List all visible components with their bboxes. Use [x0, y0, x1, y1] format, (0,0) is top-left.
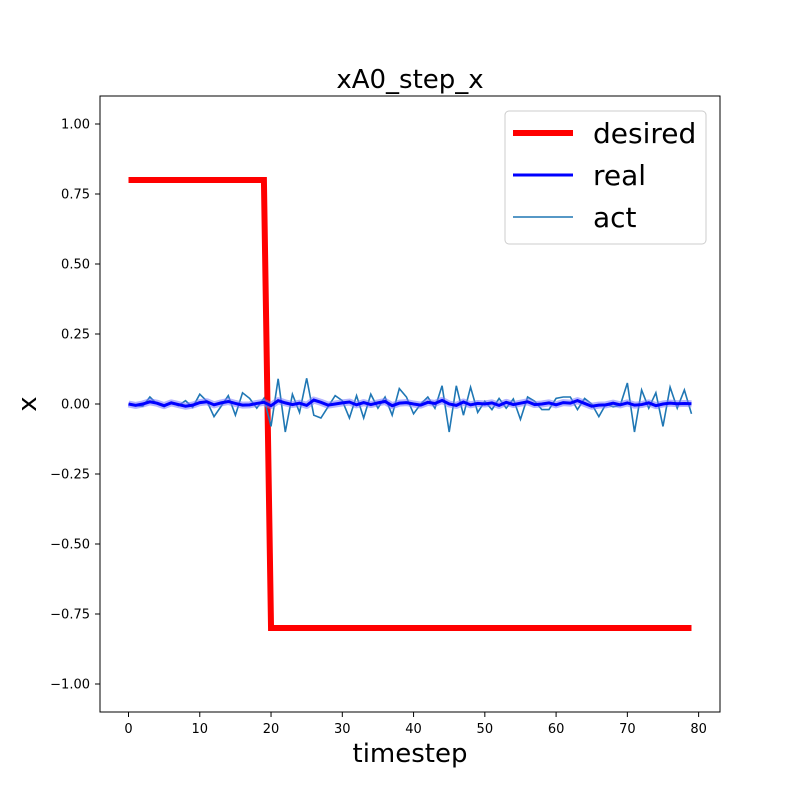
series-layer — [127, 177, 693, 631]
x-tick-label: 20 — [263, 722, 280, 737]
y-tick-label: 0.00 — [61, 398, 90, 413]
y-tick-label: 0.25 — [61, 328, 90, 343]
x-tick-label: 50 — [477, 722, 494, 737]
x-tick-label: 40 — [405, 722, 422, 737]
x-tick-label: 80 — [690, 722, 707, 737]
y-tick-label: 0.75 — [61, 188, 90, 203]
y-tick-label: −1.00 — [50, 678, 90, 693]
chart-title: xA0_step_x — [336, 65, 483, 95]
legend-label-real: real — [593, 159, 646, 192]
series-real-line — [128, 398, 692, 408]
x-axis-label: timestep — [353, 739, 468, 769]
y-tick-label: −0.50 — [50, 538, 90, 553]
legend-box — [504, 110, 707, 245]
x-tick-label: 0 — [124, 722, 132, 737]
y-axis-ticks: −1.00 −0.75 −0.50 −0.25 0.00 0.25 0.50 0.75 1.00 — [50, 118, 100, 693]
x-tick-label: 30 — [334, 722, 351, 737]
x-axis-ticks: 0 10 20 30 40 50 60 70 80 — [124, 712, 707, 737]
legend-label-desired: desired — [593, 117, 696, 150]
x-tick-label: 10 — [191, 722, 208, 737]
x-tick-label: 60 — [548, 722, 565, 737]
x-tick-label: 70 — [619, 722, 636, 737]
legend-entries: desired real act — [513, 117, 696, 234]
y-axis-label: x — [13, 396, 43, 411]
y-tick-label: 0.50 — [61, 258, 90, 273]
y-tick-label: −0.75 — [50, 608, 90, 623]
y-tick-label: 1.00 — [61, 118, 90, 133]
legend-label-act: act — [593, 201, 637, 234]
y-tick-label: −0.25 — [50, 468, 90, 483]
legend: desired real act — [504, 110, 707, 245]
